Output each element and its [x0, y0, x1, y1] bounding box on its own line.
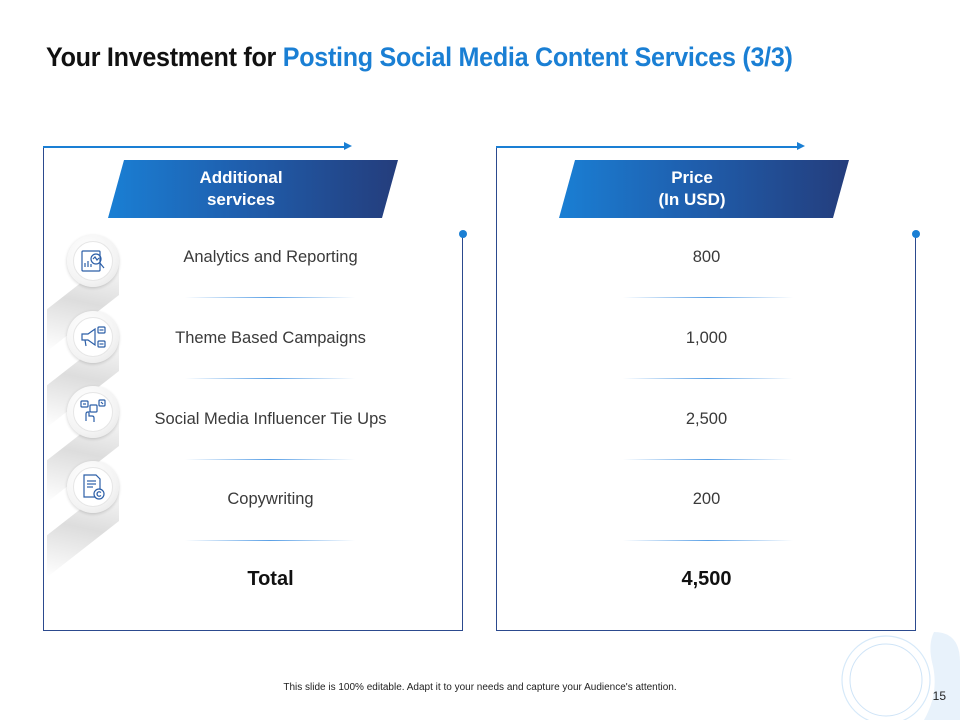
services-header-line1: Additional [199, 168, 283, 187]
panel-dot [911, 230, 920, 238]
panel-top-arrow-line [43, 146, 346, 148]
service-row-4: Copywriting [227, 490, 314, 508]
service-row-3: Social Media Influencer Tie Ups [154, 410, 387, 428]
arrow-head-icon [797, 142, 805, 150]
row-separator [623, 378, 793, 379]
panel-top-arrow-line [496, 146, 799, 148]
row-separator [623, 459, 793, 460]
megaphone-campaign-icon [47, 311, 119, 428]
footer-note: This slide is 100% editable. Adapt it to… [283, 682, 677, 693]
analytics-report-icon [47, 235, 119, 352]
price-panel: Price (In USD) 800 1,000 2,500 200 4,500 [496, 142, 920, 631]
total-value: 4,500 [681, 568, 732, 590]
service-row-2: Theme Based Campaigns [175, 329, 366, 347]
row-separator [185, 378, 355, 379]
panel-dot [458, 230, 467, 238]
price-value-3: 2,500 [685, 410, 728, 428]
row-separator [185, 459, 355, 460]
services-header: Additional services [108, 160, 398, 218]
services-panel: Additional services Analytics and Report… [43, 142, 467, 631]
panel-right-line [461, 234, 463, 631]
price-header-line2: (In USD) [658, 190, 726, 209]
row-separator [185, 297, 355, 298]
service-row-1: Analytics and Reporting [183, 248, 358, 266]
panel-right-line [914, 234, 916, 631]
page-number: 15 [932, 689, 946, 703]
social-influencer-icon [47, 386, 119, 503]
price-value-2: 1,000 [685, 329, 728, 347]
row-separator [185, 540, 355, 541]
title-highlight: Posting Social Media Content Services (3… [282, 42, 793, 72]
price-value-1: 800 [692, 248, 721, 266]
services-header-line2: services [206, 190, 276, 209]
price-value-4: 200 [692, 490, 721, 508]
arrow-head-icon [344, 142, 352, 150]
total-label: Total [247, 568, 294, 590]
title-prefix: Your Investment for [46, 42, 283, 72]
row-separator [623, 297, 793, 298]
price-header: Price (In USD) [559, 160, 849, 218]
row-separator [623, 540, 793, 541]
copyright-document-icon [47, 461, 119, 578]
slide-title: Your Investment for Posting Social Media… [46, 42, 793, 73]
price-header-line1: Price [671, 168, 713, 187]
decorative-circles [841, 632, 960, 720]
